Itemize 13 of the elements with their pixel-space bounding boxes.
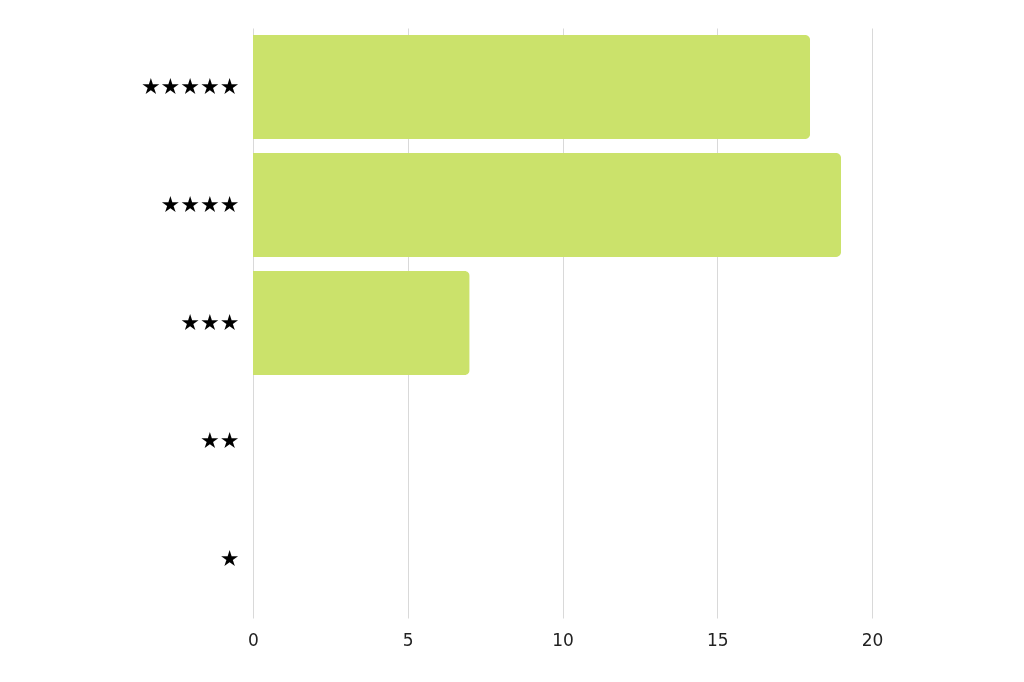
x-tick-label: 0 — [248, 629, 259, 650]
bar — [253, 271, 470, 375]
y-tick-label: ★★★★ — [160, 192, 240, 217]
y-tick-label: ★★★ — [180, 310, 240, 335]
x-tick-label: 10 — [552, 629, 574, 650]
bar — [253, 153, 842, 257]
y-tick-label: ★★★★★ — [140, 74, 240, 99]
y-tick-label: ★ — [219, 546, 240, 571]
x-tick-label: 20 — [861, 629, 884, 650]
x-tick-label: 5 — [402, 629, 414, 650]
y-tick-label: ★★ — [200, 428, 240, 453]
x-tick-label: 15 — [706, 629, 729, 650]
bar — [253, 35, 811, 139]
